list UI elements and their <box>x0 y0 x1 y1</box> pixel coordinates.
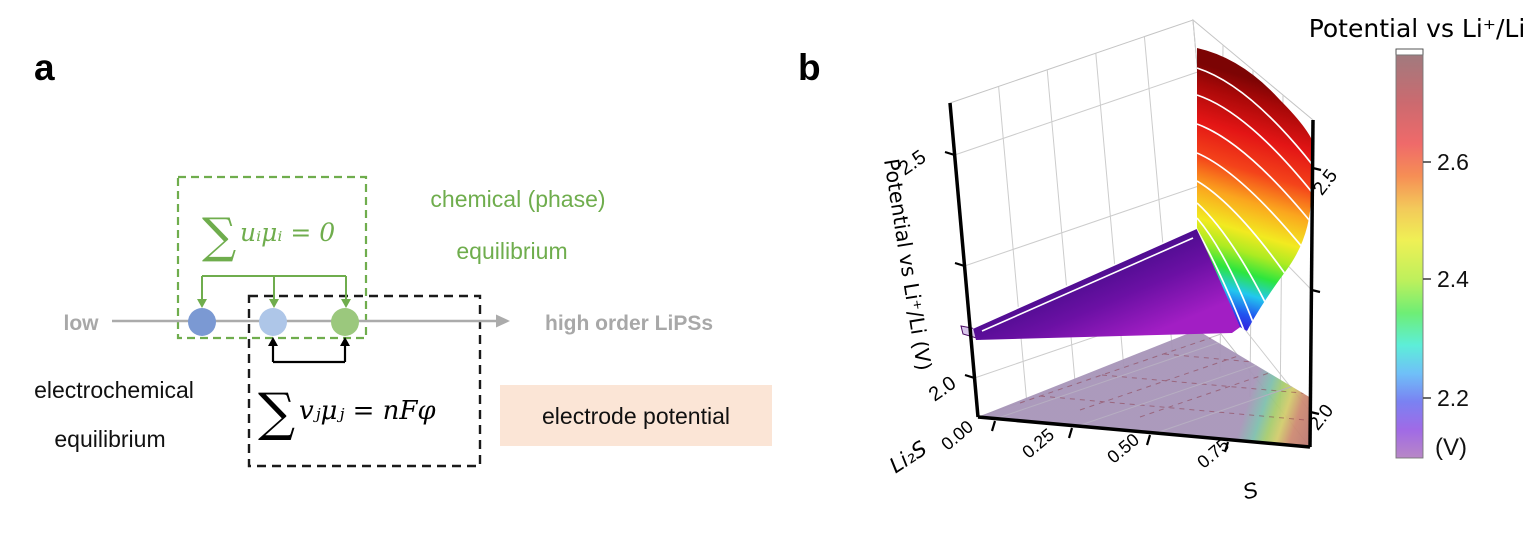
panel-a-label: a <box>34 47 55 88</box>
species-circle-low <box>188 308 216 336</box>
colorbar-tick-2_6: 2.6 <box>1437 149 1469 175</box>
surface-cascade <box>1197 48 1313 331</box>
chemical-arrows <box>201 275 347 300</box>
chemical-equation-sum-icon: ∑ <box>202 208 236 264</box>
colorbar-ticks <box>1423 161 1431 399</box>
colorbar-tick-2_4: 2.4 <box>1437 266 1469 292</box>
electrochemical-arrowheads-icon <box>268 337 350 346</box>
electrode-potential-label: electrode potential <box>542 403 730 429</box>
panel-a: a ∑ uᵢμᵢ = 0 low high order LiPSs ∑ vⱼμⱼ… <box>34 47 772 468</box>
electrochemical-caption-line1: electrochemical <box>34 377 194 403</box>
x-axis-end-label: S <box>1240 477 1261 505</box>
colorbar-top-cap <box>1395 48 1424 56</box>
z-axis-title: Potential vs Li⁺/Li (V) <box>879 157 936 372</box>
electrochemical-arrows <box>271 345 347 364</box>
colorbar-unit-label: (V) <box>1435 434 1467 461</box>
electrochemical-caption-line2: equilibrium <box>54 426 165 452</box>
chemical-equilibrium-dashed-box <box>176 175 368 340</box>
species-circle-high <box>331 308 359 336</box>
high-order-lipss-label: high order LiPSs <box>545 312 713 335</box>
axis-lines <box>948 102 1315 449</box>
x-axis-start-label: Li₂S <box>885 436 931 478</box>
chemical-equation: uᵢμᵢ = 0 <box>240 218 335 247</box>
chemical-caption-line2: equilibrium <box>456 238 567 264</box>
panel-b: b <box>798 14 1526 505</box>
surface-plateau <box>973 228 1243 340</box>
x-tick-0_00: 0.00 <box>937 416 977 454</box>
floor-projection <box>978 330 1311 447</box>
panel-b-label: b <box>798 47 821 88</box>
low-label: low <box>64 312 100 335</box>
species-circle-mid <box>259 308 287 336</box>
colorbar <box>1395 54 1424 459</box>
x-tick-0_50: 0.50 <box>1103 429 1143 467</box>
x-tick-0_25: 0.25 <box>1018 424 1058 462</box>
colorbar-tick-2_2: 2.2 <box>1437 385 1469 411</box>
axis-ticks <box>944 150 1322 453</box>
electrochemical-equilibrium-dashed-box <box>247 294 482 468</box>
chemical-caption-line1: chemical (phase) <box>430 186 605 212</box>
colorbar-title: Potential vs Li⁺/Li <box>1309 14 1526 43</box>
cascade-contours <box>1197 67 1313 331</box>
z-tick-2_0-left: 2.0 <box>925 372 960 406</box>
chemical-arrowheads-icon <box>197 299 351 308</box>
axis-arrowhead-icon <box>496 314 510 328</box>
electrochemical-equation-sum-icon: ∑ <box>258 383 295 443</box>
electrochemical-equation: vⱼμⱼ = nFφ <box>299 396 436 426</box>
electrode-potential-box <box>500 385 772 446</box>
